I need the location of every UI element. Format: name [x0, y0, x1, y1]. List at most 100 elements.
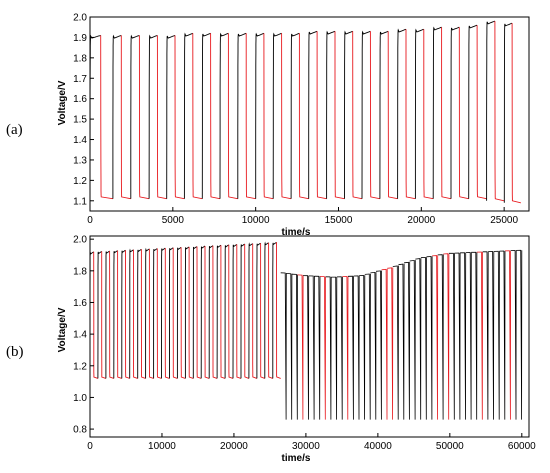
panel-b-discharge-curve: [236, 244, 242, 379]
panel-b-phase2-cycle: [443, 253, 450, 420]
panel-b-discharge-curve: [156, 248, 162, 379]
panel-b-phase2-cycle: [297, 274, 304, 420]
panel-a-discharge-curve: [316, 31, 327, 200]
panel-a-ytick-label: 1.2: [73, 176, 87, 187]
panel-b-discharge-curve: [252, 243, 257, 379]
panel-b-phase2-cycle: [392, 265, 399, 420]
panel-a-charge-curve: [486, 20, 496, 201]
panel-b-phase2-cycle: [471, 251, 478, 420]
panel-b-phase2-cycle: [448, 252, 455, 420]
panel-b-ytick-label: 1.6: [73, 298, 87, 309]
panel-b-xlabel: time/s: [282, 453, 311, 464]
panel-b-phase2-cycle: [404, 261, 411, 420]
panel-b-phase2-cycle: [387, 267, 394, 420]
panel-b-charge-curve: [121, 249, 126, 379]
panel-b-phase2-cycle: [482, 251, 489, 420]
panel-a-discharge-curve: [120, 35, 131, 200]
panel-a-charge-curve: [219, 32, 229, 199]
panel-a-xtick-label: 25000: [490, 215, 518, 226]
panel-a-discharge-curve: [369, 31, 380, 200]
panel-b-phase2-cycle: [286, 273, 293, 420]
panel-a-discharge-curve: [281, 33, 292, 200]
panel-b-charge-curve: [97, 251, 102, 379]
panel-a-charge-curve: [432, 26, 442, 199]
panel-b-phase2-cycle: [359, 275, 366, 420]
panel-b-charge-curve: [129, 248, 134, 379]
panel-b-charge-curve: [248, 242, 253, 379]
panel-a-charge-curve: [503, 22, 513, 203]
panel-b-phase2-cycle: [476, 251, 483, 420]
panel-a-charge-curve: [272, 32, 282, 199]
panel-b-phase2-cycle: [364, 273, 371, 420]
panel-b-phase2-cycle: [516, 249, 523, 420]
panel-b-frame: [89, 235, 530, 438]
panel-a-axes: 0 5000 10000 15000 20000 25000 1.1 1.2 1.3 1.4 1.5…: [73, 13, 518, 227]
panel-b-phase2-cycle: [465, 252, 472, 420]
panel-b-phase2-cycle: [353, 275, 360, 420]
panel-a-discharge-curve: [334, 31, 345, 200]
panel-b-discharge-curve: [180, 247, 186, 379]
panel-b-discharge-curve: [276, 242, 281, 379]
panel-b-phase2-cycle: [325, 276, 332, 420]
panel-a-discharge-curve: [387, 31, 398, 200]
panel-b-charge-curve: [232, 244, 238, 379]
panel-a: (a) Voltage/V time/s 0 5000 10000 15000 2000…: [6, 13, 530, 238]
panel-b-charge-curve: [256, 242, 261, 379]
panel-a-discharge-curve: [441, 27, 451, 200]
panel-b-label: (b): [6, 344, 24, 360]
panel-b-phase2-cycle: [426, 256, 433, 420]
panel-b-phase2-cycle: [336, 276, 343, 420]
panel-a-discharge-curve: [156, 35, 167, 200]
panel-b-phase2-cycle: [347, 275, 354, 420]
panel-b-phase2-cycle: [454, 252, 461, 420]
panel-b-discharge-curve: [133, 249, 138, 379]
panel-b-discharge-curve: [101, 251, 106, 379]
panel-a-xtick-label: 15000: [325, 215, 353, 226]
panel-b-charge-curve: [192, 246, 198, 379]
panel-b-xtick-label: 50000: [436, 441, 464, 452]
panel-a-ytick-label: 1.4: [73, 135, 87, 146]
panel-a-charge-curve: [89, 34, 101, 199]
panel-b-phase2-cycle: [460, 252, 467, 420]
panel-b-discharge-curve: [172, 247, 178, 379]
panel-a-discharge-curve: [192, 33, 203, 200]
panel-a-ytick-label: 2.0: [73, 13, 87, 24]
panel-a-discharge-curve: [174, 35, 185, 200]
panel-b-phase2-cycle: [415, 258, 422, 420]
panel-b-discharge-curve: [125, 250, 130, 379]
panel-a-charge-curve: [379, 30, 389, 199]
panel-a-charge-curve: [308, 30, 318, 199]
panel-b-plot-area: [89, 241, 523, 420]
panel-b-phase2-cycle: [420, 256, 427, 420]
panel-a-ytick-label: 1.1: [73, 196, 87, 207]
panel-b-discharge-curve: [196, 246, 202, 379]
panel-b-phase2-cycle: [331, 276, 338, 420]
panel-b-phase2-cycle: [319, 276, 326, 420]
panel-b-discharge-curve: [244, 244, 249, 379]
panel-b-ytick-label: 2.0: [73, 235, 87, 246]
panel-b-discharge-curve: [188, 246, 194, 379]
panel-b-xtick-label: 0: [87, 441, 93, 452]
panel-b-discharge-curve: [220, 245, 226, 379]
panel-b-discharge-curve: [228, 244, 234, 379]
panel-b-charge-curve: [208, 245, 214, 379]
panel-a-charge-curve: [290, 32, 300, 199]
panel-a-xtick-label: 0: [87, 215, 93, 226]
panel-b-phase2-cycle: [488, 251, 495, 420]
panel-b-charge-curve: [153, 248, 158, 379]
panel-b: (b) Voltage/V time/s 0 10000 20000 30000 400…: [6, 235, 536, 464]
panel-b-phase2-cycle: [314, 275, 321, 420]
panel-a-discharge-curve: [511, 23, 521, 204]
panel-b-discharge-curve: [117, 250, 122, 379]
panel-a-charge-curve: [361, 30, 371, 199]
panel-a-xtick-label: 20000: [407, 215, 435, 226]
panel-b-xtick-label: 10000: [148, 441, 176, 452]
panel-b-ytick-label: 0.8: [73, 425, 87, 436]
panel-a-xtick-label: 5000: [162, 215, 185, 226]
panel-a-charge-curve: [468, 24, 478, 199]
panel-b-phase2-cycle: [398, 263, 405, 420]
panel-b-discharge-curve: [204, 246, 210, 379]
panel-b-charge-curve: [240, 243, 245, 379]
panel-a-ytick-label: 1.8: [73, 53, 87, 64]
